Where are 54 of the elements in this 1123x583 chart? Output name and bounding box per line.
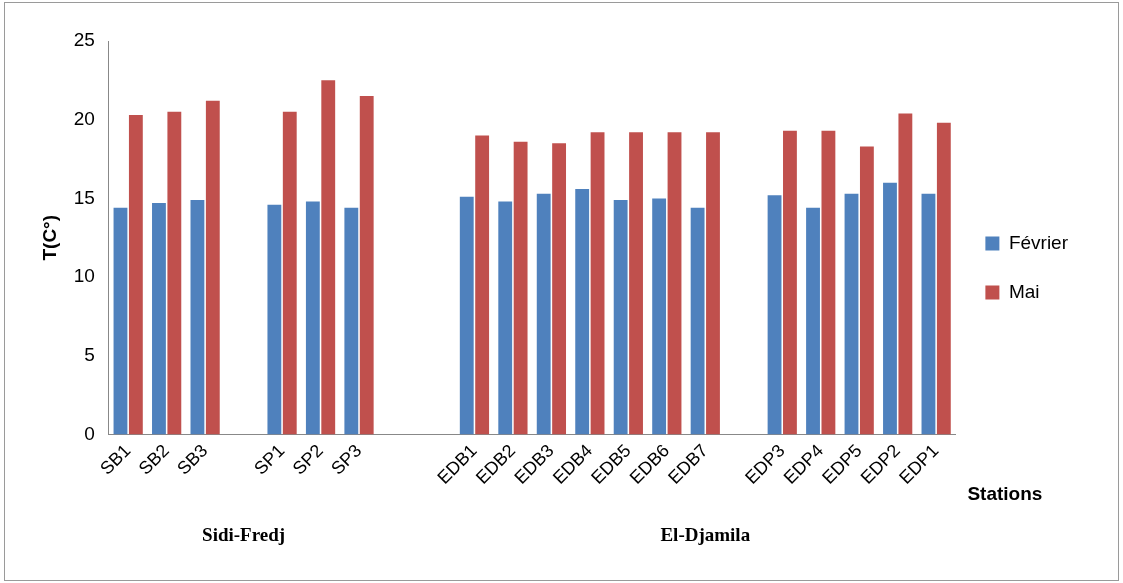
bar <box>667 132 682 435</box>
x-tick-label: SP3 <box>327 440 366 479</box>
bar <box>613 199 628 435</box>
bar <box>167 111 182 435</box>
bar <box>690 207 705 435</box>
bar <box>282 111 297 435</box>
bar <box>883 182 897 435</box>
text: Sidi-Fredj <box>202 524 286 546</box>
x-tick-label: SP1 <box>250 440 289 479</box>
bar <box>629 132 643 435</box>
bar <box>205 100 220 435</box>
y-tick-label: 15 <box>73 186 95 208</box>
y-tick-label: 20 <box>73 107 95 129</box>
y-tick-label: 25 <box>73 29 95 51</box>
bar <box>652 198 667 435</box>
bar <box>706 132 720 435</box>
bar <box>536 193 551 435</box>
bar <box>305 201 320 435</box>
bar <box>821 130 836 435</box>
y-axis-title: T(C°) <box>38 214 60 261</box>
bar <box>921 193 936 435</box>
bar <box>190 199 205 435</box>
bar <box>575 188 590 435</box>
bar <box>767 195 782 435</box>
text: El-Djamila <box>660 524 751 546</box>
legend-label: Mai <box>1008 280 1040 302</box>
bar <box>359 96 374 435</box>
y-tick-label: 0 <box>84 422 95 444</box>
x-tick-label: SB1 <box>96 440 135 479</box>
x-tick-label: SB3 <box>173 440 212 479</box>
bar <box>321 80 336 435</box>
bar <box>513 141 528 435</box>
bar <box>898 113 913 435</box>
bar <box>128 114 143 435</box>
bar <box>844 193 859 435</box>
y-tick-label: 5 <box>84 344 95 366</box>
bar <box>152 203 166 435</box>
bar <box>590 132 605 435</box>
bar <box>459 196 474 435</box>
bar <box>267 204 282 435</box>
bar <box>498 201 513 435</box>
bar <box>859 146 874 435</box>
y-tick-label: 10 <box>73 265 95 287</box>
bar <box>344 207 359 435</box>
bar <box>806 207 820 435</box>
bar <box>475 135 490 435</box>
bar <box>113 207 128 435</box>
legend-label: Février <box>1008 231 1069 253</box>
x-tick-label: SB2 <box>134 440 173 479</box>
bar <box>936 122 951 435</box>
x-axis-title: Stations <box>967 482 1043 504</box>
bar <box>783 130 797 435</box>
bar <box>552 143 567 435</box>
x-tick-label: SP2 <box>288 440 327 479</box>
